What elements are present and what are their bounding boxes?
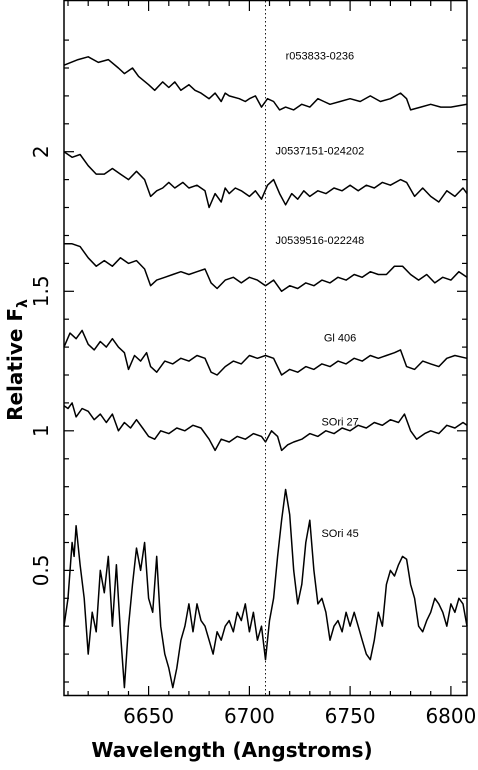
spectrum-line [63, 488, 468, 689]
spectrum-line [63, 329, 468, 376]
series-label: Gl 406 [324, 333, 356, 345]
x-tick-label: 6800 [425, 704, 476, 728]
spectrum-line [64, 243, 468, 293]
y-tick-label: 1 [29, 424, 53, 437]
y-axis-title-main: Relative F [3, 308, 27, 421]
plot-frame [63, 0, 468, 697]
spectrum-line [63, 56, 468, 111]
x-tick-labels: 6650 6700 6750 6800 [123, 704, 476, 728]
series-label: J0537151-024202 [276, 146, 365, 158]
series-label: SOri 27 [321, 416, 358, 428]
series-label: r053833-0236 [286, 51, 355, 63]
spectrum-line [63, 402, 468, 452]
spectrum-line [63, 151, 468, 209]
x-tick-label: 6750 [325, 704, 376, 728]
x-tick-label: 6700 [224, 704, 275, 728]
y-tick-label: 1.5 [29, 275, 53, 307]
y-axis-title-subscript: λ [15, 299, 31, 308]
y-tick-labels: 0.5 1 1.5 2 [29, 145, 53, 586]
series-labels: r053833-0236 J0537151-024202 J0539516-0222… [276, 51, 365, 540]
x-axis-title: Wavelength (Angstroms) [91, 738, 372, 762]
series-label: SOri 45 [321, 528, 358, 540]
y-tick-label: 0.5 [29, 554, 53, 586]
spectra-group [63, 56, 468, 689]
y-tick-label: 2 [29, 145, 53, 158]
axis-ticks [64, 1, 467, 696]
series-label: J0539516-022248 [276, 235, 365, 247]
y-axis-title: Relative Fλ [3, 299, 31, 421]
x-tick-label: 6650 [123, 704, 174, 728]
